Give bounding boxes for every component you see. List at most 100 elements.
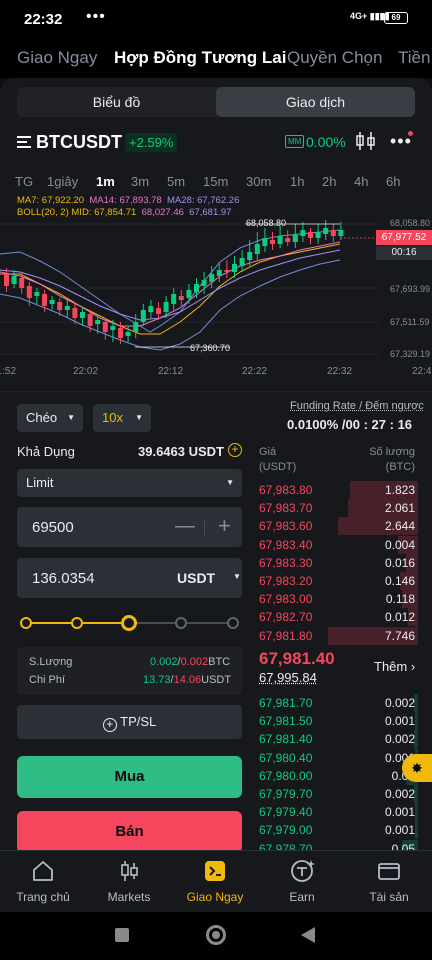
home-button-icon[interactable] — [206, 925, 226, 945]
ask-price: 67,983.30 — [259, 555, 313, 570]
timeframe-tg[interactable]: TG — [15, 174, 34, 189]
ask-row[interactable]: 67,983.80 1.823 — [258, 481, 418, 499]
timeframe-2h[interactable]: 2h — [322, 174, 337, 189]
bid-row[interactable]: 67,981.70 0.002 — [258, 694, 418, 712]
ask-row[interactable]: 67,981.80 7.746 — [258, 626, 418, 645]
nav-earn-label: Earn — [289, 890, 315, 904]
candle-body — [87, 314, 93, 326]
y-tick-1: 68,058.80 — [390, 218, 431, 228]
view-segment: Biểu đồ Giao dịch — [17, 87, 415, 117]
status-time: 22:32 — [24, 11, 63, 28]
decrease-price-button[interactable]: — — [175, 515, 195, 537]
ask-row[interactable]: 67,983.30 0.016 — [258, 553, 418, 572]
ma28-value: MA28: 67,762.26 — [167, 195, 240, 206]
bid-qty: 0.001 — [384, 805, 415, 820]
bid-row[interactable]: 67,980.00 0.02 — [258, 766, 418, 785]
qty-label: S.Lượng — [29, 656, 73, 668]
back-icon[interactable] — [300, 926, 316, 944]
bid-row[interactable]: 67,979.70 0.002 — [258, 785, 418, 803]
funding-label[interactable]: Funding Rate / Đếm ngược — [290, 400, 424, 412]
timeframe-3m[interactable]: 3m — [131, 174, 150, 189]
nav-markets-label: Markets — [107, 890, 151, 904]
nav-home[interactable]: Trang chủ — [0, 851, 86, 913]
ask-row[interactable]: 67,983.40 0.004 — [258, 535, 418, 554]
caret-down-icon: ▼ — [67, 413, 75, 422]
ask-row[interactable]: 67,983.00 0.118 — [258, 590, 418, 609]
timeframe-1h[interactable]: 1h — [290, 174, 305, 189]
amount-unit-select[interactable]: USDT — [177, 570, 216, 586]
transfer-plus-icon[interactable]: + — [228, 443, 242, 457]
tab-futures[interactable]: Hợp Đồng Tương Lai — [114, 48, 287, 67]
bid-row[interactable]: 67,979.40 0.001 — [258, 803, 418, 822]
ask-depth-bar — [348, 499, 418, 518]
order-type-select[interactable]: Limit ▼ — [17, 469, 242, 497]
symbol-name[interactable]: BTCUSDT — [36, 132, 122, 152]
bid-row[interactable]: 67,980.40 0.001 — [258, 748, 418, 767]
trade-icon — [205, 861, 225, 881]
tab-options[interactable]: Quyền Chọn — [287, 48, 383, 67]
order-summary: S.Lượng 0.002/0.002BTC Chi Phí 13.73/14.… — [17, 647, 242, 695]
sell-button[interactable]: Bán — [17, 811, 242, 853]
slider-step-100[interactable] — [227, 617, 239, 629]
leverage-select[interactable]: 10x ▼ — [93, 404, 151, 432]
bid-depth-bar — [415, 821, 418, 840]
price-chart[interactable]: 67,360.70 68,058.80 — [0, 214, 432, 380]
orderbook-qty-header: Số lượng (BTC) — [369, 446, 415, 473]
ask-price: 67,983.20 — [259, 574, 313, 588]
mark-price[interactable]: 67,995.84 — [259, 670, 317, 685]
timeframe-6h[interactable]: 6h — [386, 174, 401, 189]
candle-body — [338, 230, 344, 236]
bid-qty: 0.002 — [384, 696, 415, 710]
slider-step-75[interactable] — [175, 617, 187, 629]
nav-earn[interactable]: Earn — [259, 851, 345, 913]
notification-dot — [408, 131, 413, 136]
candle-body — [239, 258, 245, 266]
tab-more[interactable]: Tiền — [398, 48, 431, 67]
slider-handle[interactable] — [121, 615, 137, 631]
ask-row[interactable]: 67,982.70 0.012 — [258, 608, 418, 627]
slider-step-25[interactable] — [71, 617, 83, 629]
timeframe-5m[interactable]: 5m — [167, 174, 186, 189]
chart-view-button[interactable]: Biểu đồ — [92, 94, 141, 110]
ask-row[interactable]: 67,983.70 2.061 — [258, 499, 418, 518]
timeframe-30m[interactable]: 30m — [246, 174, 272, 189]
menu-icon[interactable] — [17, 135, 31, 149]
amount-input[interactable]: 136.0354 USDT ▼ — [17, 558, 242, 598]
nav-trade[interactable]: Giao Ngay — [172, 851, 258, 913]
available-label: Khả Dụng — [17, 444, 75, 459]
trade-view-button[interactable]: Giao dịch — [216, 87, 415, 117]
timeframe-15m[interactable]: 15m — [203, 174, 229, 189]
timeframe-1m[interactable]: 1m — [96, 174, 115, 189]
candlestick-toggle-icon[interactable] — [355, 131, 377, 151]
bid-row[interactable]: 67,981.40 0.002 — [258, 730, 418, 749]
candle-body — [277, 236, 283, 244]
slider-step-0[interactable] — [20, 617, 32, 629]
caret-down-icon: ▼ — [226, 478, 234, 487]
ask-depth-bar — [406, 553, 418, 572]
bid-depth-bar — [414, 785, 418, 803]
increase-price-button[interactable]: + — [218, 513, 231, 538]
ask-row[interactable]: 67,983.20 0.146 — [258, 572, 418, 590]
ask-qty: 0.016 — [384, 555, 415, 570]
price-input[interactable]: 69500 — + — [17, 507, 242, 547]
amount-slider[interactable] — [20, 615, 239, 631]
recent-apps-icon[interactable] — [115, 928, 129, 942]
candle-body — [201, 280, 207, 286]
lightbulb-icon[interactable]: ✸ — [402, 754, 432, 782]
bid-row[interactable]: 67,981.50 0.001 — [258, 712, 418, 731]
nav-markets[interactable]: Markets — [86, 851, 172, 913]
timeframe-1s[interactable]: 1giây — [47, 174, 79, 189]
candle-body — [133, 322, 139, 332]
tpsl-button[interactable]: + TP/SL — [17, 705, 242, 739]
tab-spot[interactable]: Giao Ngay — [17, 48, 98, 67]
bottom-nav: Trang chủ Markets Giao Ngay Earn Tài sản — [0, 850, 432, 912]
ask-row[interactable]: 67,983.60 2.644 — [258, 517, 418, 536]
more-options-icon[interactable]: ••• — [390, 131, 412, 151]
more-button[interactable]: Thêm › — [374, 659, 415, 674]
nav-assets[interactable]: Tài sản — [346, 851, 432, 913]
buy-button[interactable]: Mua — [17, 756, 242, 798]
timeframe-4h[interactable]: 4h — [354, 174, 369, 189]
bid-price: 67,980.40 — [259, 750, 313, 765]
bid-row[interactable]: 67,979.00 0.001 — [258, 821, 418, 840]
margin-mode-select[interactable]: Chéo ▼ — [17, 404, 83, 432]
